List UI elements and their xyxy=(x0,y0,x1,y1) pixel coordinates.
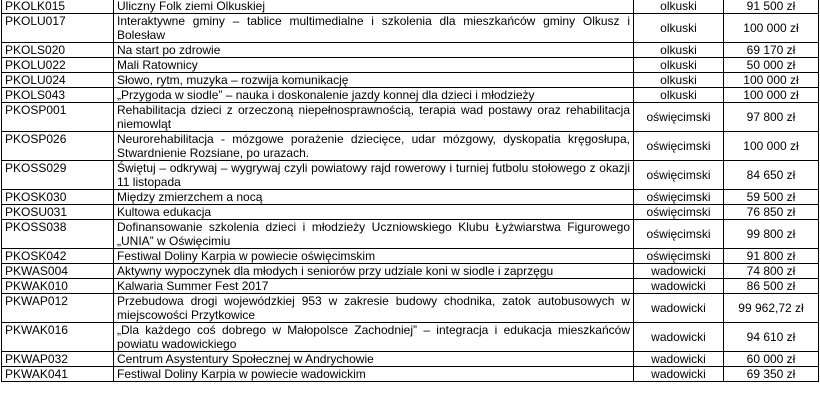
project-title: Między zmierzchem a nocą xyxy=(113,189,634,205)
amount: 60 000 zł xyxy=(723,351,819,367)
county: wadowicki xyxy=(633,278,724,294)
table-row: PKOSP026 Neurorehabilitacja - mózgowe por… xyxy=(1,131,819,161)
amount: 69 170 zł xyxy=(723,42,819,58)
amount: 100 000 zł xyxy=(723,13,819,43)
project-code: PKOSK042 xyxy=(1,248,114,264)
table-body: PKOLK015 Uliczny Folk ziemi Olkuskiej olku… xyxy=(1,0,819,382)
county: oświęcimski xyxy=(633,219,724,249)
table-row: PKOLU022 Mali Ratownicy olkuski 50 000 zł xyxy=(1,57,819,73)
table-row: PKWAK016 „Dla każdego coś dobrego w Małop… xyxy=(1,322,819,352)
county: oświęcimski xyxy=(633,102,724,132)
county: olkuski xyxy=(633,57,724,73)
amount: 99 800 zł xyxy=(723,219,819,249)
county: olkuski xyxy=(633,13,724,43)
project-title: Neurorehabilitacja - mózgowe porażenie d… xyxy=(113,131,634,161)
county: olkuski xyxy=(633,72,724,88)
project-code: PKOSS029 xyxy=(1,160,114,190)
table-row: PKOLU017 Interaktywne gminy – tablice mul… xyxy=(1,13,819,43)
county: oświęcimski xyxy=(633,204,724,220)
table-row: PKWAS004 Aktywny wypoczynek dla młodych i… xyxy=(1,263,819,279)
amount: 59 500 zł xyxy=(723,189,819,205)
project-title: Świętuj – odkrywaj – wygrywaj czyli powi… xyxy=(113,160,634,190)
county: oświęcimski xyxy=(633,131,724,161)
project-title: Kalwaria Summer Fest 2017 xyxy=(113,278,634,294)
county: olkuski xyxy=(633,0,724,14)
project-code: PKWAS004 xyxy=(1,263,114,279)
amount: 76 850 zł xyxy=(723,204,819,220)
project-title: „Dla każdego coś dobrego w Małopolsce Za… xyxy=(113,322,634,352)
county: wadowicki xyxy=(633,366,724,382)
project-title: Festiwal Doliny Karpia w powiecie oświęc… xyxy=(113,248,634,264)
table-row: PKWAK010 Kalwaria Summer Fest 2017 wadowic… xyxy=(1,278,819,294)
table-row: PKOSU031 Kultowa edukacja oświęcimski 76 85… xyxy=(1,204,819,220)
project-title: Mali Ratownicy xyxy=(113,57,634,73)
table-row: PKOSS029 Świętuj – odkrywaj – wygrywaj cz… xyxy=(1,160,819,190)
table-row: PKOLU024 Słowo, rytm, muzyka – rozwija ko… xyxy=(1,72,819,88)
county: olkuski xyxy=(633,42,724,58)
county: oświęcimski xyxy=(633,248,724,264)
table-row: PKOSS038 Dofinansowanie szkolenia dzieci … xyxy=(1,219,819,249)
project-code: PKOLK015 xyxy=(1,0,114,14)
amount: 100 000 zł xyxy=(723,87,819,103)
amount: 94 610 zł xyxy=(723,322,819,352)
project-title: Uliczny Folk ziemi Olkuskiej xyxy=(113,0,634,14)
project-title: Rehabilitacja dzieci z orzeczoną niepełn… xyxy=(113,102,634,132)
amount: 74 800 zł xyxy=(723,263,819,279)
county: olkuski xyxy=(633,87,724,103)
project-code: PKOLU024 xyxy=(1,72,114,88)
project-code: PKOSS038 xyxy=(1,219,114,249)
project-code: PKOSP026 xyxy=(1,131,114,161)
amount: 91 800 zł xyxy=(723,248,819,264)
table-row: PKOSK042 Festiwal Doliny Karpia w powieci… xyxy=(1,248,819,264)
grant-table: PKOLK015 Uliczny Folk ziemi Olkuskiej olku… xyxy=(1,0,819,382)
table-row: PKOLS020 Na start po zdrowie olkuski 69 170… xyxy=(1,42,819,58)
project-title: Interaktywne gminy – tablice multimedial… xyxy=(113,13,634,43)
project-code: PKOLU022 xyxy=(1,57,114,73)
project-title: Kultowa edukacja xyxy=(113,204,634,220)
amount: 86 500 zł xyxy=(723,278,819,294)
amount: 69 350 zł xyxy=(723,366,819,382)
project-title: Dofinansowanie szkolenia dzieci i młodzi… xyxy=(113,219,634,249)
county: wadowicki xyxy=(633,351,724,367)
county: oświęcimski xyxy=(633,160,724,190)
amount: 84 650 zł xyxy=(723,160,819,190)
project-code: PKWAK041 xyxy=(1,366,114,382)
amount: 99 962,72 zł xyxy=(723,293,819,323)
project-title: Przebudowa drogi wojewódzkiej 953 w zakr… xyxy=(113,293,634,323)
county: oświęcimski xyxy=(633,189,724,205)
project-title: Festiwal Doliny Karpia w powiecie wadowi… xyxy=(113,366,634,382)
table-row: PKOLK015 Uliczny Folk ziemi Olkuskiej olku… xyxy=(1,0,819,14)
project-code: PKOSK030 xyxy=(1,189,114,205)
project-code: PKOLS043 xyxy=(1,87,114,103)
amount: 91 500 zł xyxy=(723,0,819,14)
amount: 100 000 zł xyxy=(723,131,819,161)
county: wadowicki xyxy=(633,263,724,279)
table-row: PKWAK041 Festiwal Doliny Karpia w powieci… xyxy=(1,366,819,382)
project-code: PKWAP012 xyxy=(1,293,114,323)
project-code: PKWAP032 xyxy=(1,351,114,367)
project-title: Centrum Asystentury Społecznej w Andrych… xyxy=(113,351,634,367)
project-code: PKOSP001 xyxy=(1,102,114,132)
project-code: PKOSU031 xyxy=(1,204,114,220)
amount: 100 000 zł xyxy=(723,72,819,88)
project-code: PKWAK016 xyxy=(1,322,114,352)
project-title: Słowo, rytm, muzyka – rozwija komunikacj… xyxy=(113,72,634,88)
project-title: Na start po zdrowie xyxy=(113,42,634,58)
project-title: Aktywny wypoczynek dla młodych i senioró… xyxy=(113,263,634,279)
project-code: PKOLS020 xyxy=(1,42,114,58)
table-row: PKOSK030 Między zmierzchem a nocą oświęcim… xyxy=(1,189,819,205)
project-code: PKOLU017 xyxy=(1,13,114,43)
project-title: „Przygoda w siodle” – nauka i doskonalen… xyxy=(113,87,634,103)
table-row: PKOSP001 Rehabilitacja dzieci z orzeczoną… xyxy=(1,102,819,132)
table-row: PKWAP012 Przebudowa drogi wojewódzkiej 95… xyxy=(1,293,819,323)
amount: 97 800 zł xyxy=(723,102,819,132)
table-row: PKWAP032 Centrum Asystentury Społecznej w… xyxy=(1,351,819,367)
county: wadowicki xyxy=(633,322,724,352)
county: wadowicki xyxy=(633,293,724,323)
project-code: PKWAK010 xyxy=(1,278,114,294)
amount: 50 000 zł xyxy=(723,57,819,73)
table-row: PKOLS043 „Przygoda w siodle” – nauka i do… xyxy=(1,87,819,103)
